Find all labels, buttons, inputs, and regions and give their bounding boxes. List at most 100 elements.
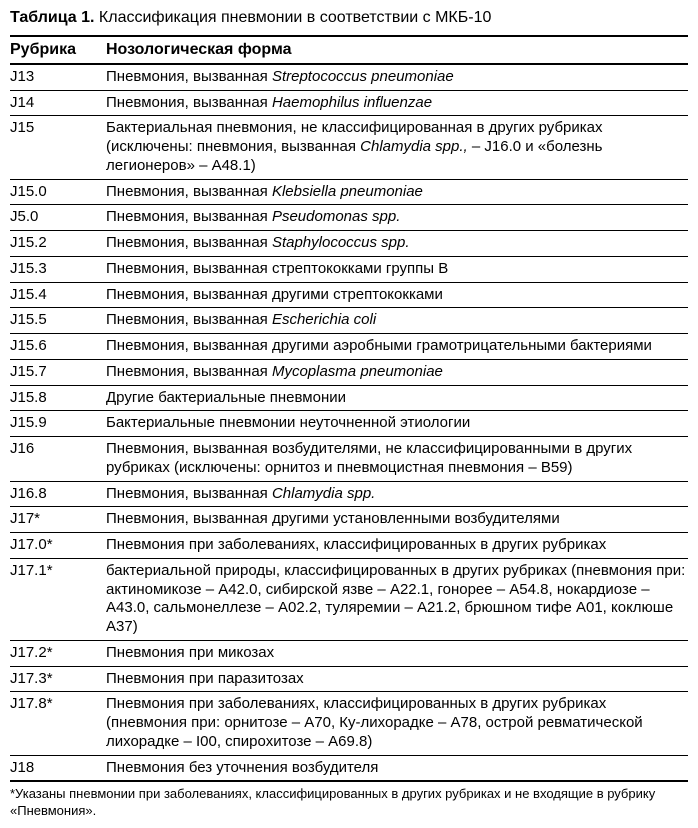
desc-text: Пневмония, вызванная: [106, 234, 272, 251]
cell-desc: Пневмония при микозах: [106, 640, 688, 666]
organism-name: Pseudomonas spp.: [272, 208, 400, 225]
table-row: J13Пневмония, вызванная Streptococcus pn…: [10, 64, 688, 90]
desc-text: Пневмония при заболеваниях, классифициро…: [106, 536, 606, 553]
table-row: J15.7Пневмония, вызванная Mycoplasma pne…: [10, 359, 688, 385]
caption-text: Классификация пневмонии в соответствии с…: [94, 9, 491, 26]
table-row: J15.0Пневмония, вызванная Klebsiella pne…: [10, 179, 688, 205]
desc-text: Пневмония, вызванная возбудителями, не к…: [106, 440, 632, 476]
table-row: J15.9Бактериальные пневмонии неуточненно…: [10, 411, 688, 437]
desc-text: Пневмония при паразитозах: [106, 670, 304, 687]
desc-text: Пневмония, вызванная: [106, 94, 272, 111]
table-row: J17.0*Пневмония при заболеваниях, класси…: [10, 533, 688, 559]
table-row: J17.2*Пневмония при микозах: [10, 640, 688, 666]
organism-name: Chlamydia spp.,: [360, 138, 468, 155]
table-row: J15Бактериальная пневмония, не классифиц…: [10, 116, 688, 179]
cell-desc: Пневмония, вызванная стрептококками груп…: [106, 256, 688, 282]
cell-code: J15.4: [10, 282, 106, 308]
cell-code: J17.1*: [10, 558, 106, 640]
table-row: J17*Пневмония, вызванная другими установ…: [10, 507, 688, 533]
cell-code: J17.2*: [10, 640, 106, 666]
cell-code: J5.0: [10, 205, 106, 231]
table-caption: Таблица 1. Классификация пневмонии в соо…: [10, 8, 688, 29]
table-row: J15.4Пневмония, вызванная другими стрепт…: [10, 282, 688, 308]
table-row: J18Пневмония без уточнения возбудителя: [10, 755, 688, 781]
cell-desc: Пневмония при паразитозах: [106, 666, 688, 692]
desc-text: Пневмония, вызванная: [106, 311, 272, 328]
table-row: J14Пневмония, вызванная Haemophilus infl…: [10, 90, 688, 116]
desc-text: Пневмония, вызванная другими аэробными г…: [106, 337, 652, 354]
cell-desc: Бактериальные пневмонии неуточненной эти…: [106, 411, 688, 437]
col-header-code: Рубрика: [10, 36, 106, 64]
col-header-desc: Нозологическая форма: [106, 36, 688, 64]
desc-text: Другие бактериальные пневмонии: [106, 389, 346, 406]
desc-text: Пневмония, вызванная другими установленн…: [106, 510, 560, 527]
cell-code: J15.7: [10, 359, 106, 385]
cell-code: J17.8*: [10, 692, 106, 755]
cell-code: J15: [10, 116, 106, 179]
cell-code: J15.6: [10, 334, 106, 360]
desc-text: Пневмония, вызванная: [106, 208, 272, 225]
desc-text: Пневмония, вызванная другими стрептококк…: [106, 286, 443, 303]
desc-text: Пневмония при заболеваниях, классифициро…: [106, 695, 643, 750]
cell-code: J16: [10, 437, 106, 482]
classification-table: Рубрика Нозологическая форма J13Пневмони…: [10, 35, 688, 783]
cell-code: J15.3: [10, 256, 106, 282]
desc-text: Пневмония, вызванная: [106, 485, 272, 502]
organism-name: Mycoplasma pneumoniae: [272, 363, 443, 380]
organism-name: Escherichia coli: [272, 311, 376, 328]
table-row: J17.8*Пневмония при заболеваниях, класси…: [10, 692, 688, 755]
cell-code: J15.9: [10, 411, 106, 437]
cell-desc: Пневмония, вызванная Escherichia coli: [106, 308, 688, 334]
cell-code: J15.8: [10, 385, 106, 411]
cell-desc: Пневмония при заболеваниях, классифициро…: [106, 692, 688, 755]
table-row: J15.6Пневмония, вызванная другими аэробн…: [10, 334, 688, 360]
organism-name: Staphylococcus spp.: [272, 234, 410, 251]
organism-name: Haemophilus influenzae: [272, 94, 432, 111]
organism-name: Streptococcus pneumoniae: [272, 68, 454, 85]
cell-desc: Пневмония, вызванная Klebsiella pneumoni…: [106, 179, 688, 205]
cell-desc: Пневмония, вызванная Chlamydia spp.: [106, 481, 688, 507]
table-row: J16Пневмония, вызванная возбудителями, н…: [10, 437, 688, 482]
desc-text: бактериальной природы, классифицированны…: [106, 562, 685, 635]
cell-code: J15.5: [10, 308, 106, 334]
desc-text: Пневмония, вызванная стрептококками груп…: [106, 260, 448, 277]
cell-code: J14: [10, 90, 106, 116]
cell-code: J15.2: [10, 231, 106, 257]
cell-desc: Пневмония, вызванная другими стрептококк…: [106, 282, 688, 308]
cell-desc: Пневмония, вызванная другими установленн…: [106, 507, 688, 533]
cell-code: J15.0: [10, 179, 106, 205]
table-row: J5.0Пневмония, вызванная Pseudomonas spp…: [10, 205, 688, 231]
cell-desc: Пневмония, вызванная возбудителями, не к…: [106, 437, 688, 482]
cell-desc: Бактериальная пневмония, не классифициро…: [106, 116, 688, 179]
cell-code: J17.0*: [10, 533, 106, 559]
desc-text: Бактериальные пневмонии неуточненной эти…: [106, 414, 470, 431]
cell-desc: Пневмония без уточнения возбудителя: [106, 755, 688, 781]
desc-text: Пневмония, вызванная: [106, 363, 272, 380]
cell-desc: Пневмония, вызванная Pseudomonas spp.: [106, 205, 688, 231]
desc-text: Пневмония без уточнения возбудителя: [106, 759, 378, 776]
table-row: J15.5Пневмония, вызванная Escherichia co…: [10, 308, 688, 334]
desc-text: Пневмония при микозах: [106, 644, 274, 661]
table-row: J15.3Пневмония, вызванная стрептококками…: [10, 256, 688, 282]
desc-text: Пневмония, вызванная: [106, 68, 272, 85]
table-row: J15.8Другие бактериальные пневмонии: [10, 385, 688, 411]
cell-desc: Пневмония, вызванная Staphylococcus spp.: [106, 231, 688, 257]
cell-code: J18: [10, 755, 106, 781]
cell-code: J17.3*: [10, 666, 106, 692]
cell-desc: бактериальной природы, классифицированны…: [106, 558, 688, 640]
cell-desc: Пневмония, вызванная другими аэробными г…: [106, 334, 688, 360]
cell-desc: Пневмония, вызванная Mycoplasma pneumoni…: [106, 359, 688, 385]
table-row: J15.2Пневмония, вызванная Staphylococcus…: [10, 231, 688, 257]
organism-name: Chlamydia spp.: [272, 485, 375, 502]
cell-code: J16.8: [10, 481, 106, 507]
table-row: J17.1*бактериальной природы, классифицир…: [10, 558, 688, 640]
table-footnote: *Указаны пневмонии при заболеваниях, кла…: [10, 786, 688, 820]
table-row: J17.3*Пневмония при паразитозах: [10, 666, 688, 692]
caption-label: Таблица 1.: [10, 9, 94, 26]
cell-desc: Пневмония, вызванная Streptococcus pneum…: [106, 64, 688, 90]
table-header-row: Рубрика Нозологическая форма: [10, 36, 688, 64]
organism-name: Klebsiella pneumoniae: [272, 183, 423, 200]
table-row: J16.8Пневмония, вызванная Chlamydia spp.: [10, 481, 688, 507]
cell-desc: Пневмония, вызванная Haemophilus influen…: [106, 90, 688, 116]
cell-desc: Пневмония при заболеваниях, классифициро…: [106, 533, 688, 559]
